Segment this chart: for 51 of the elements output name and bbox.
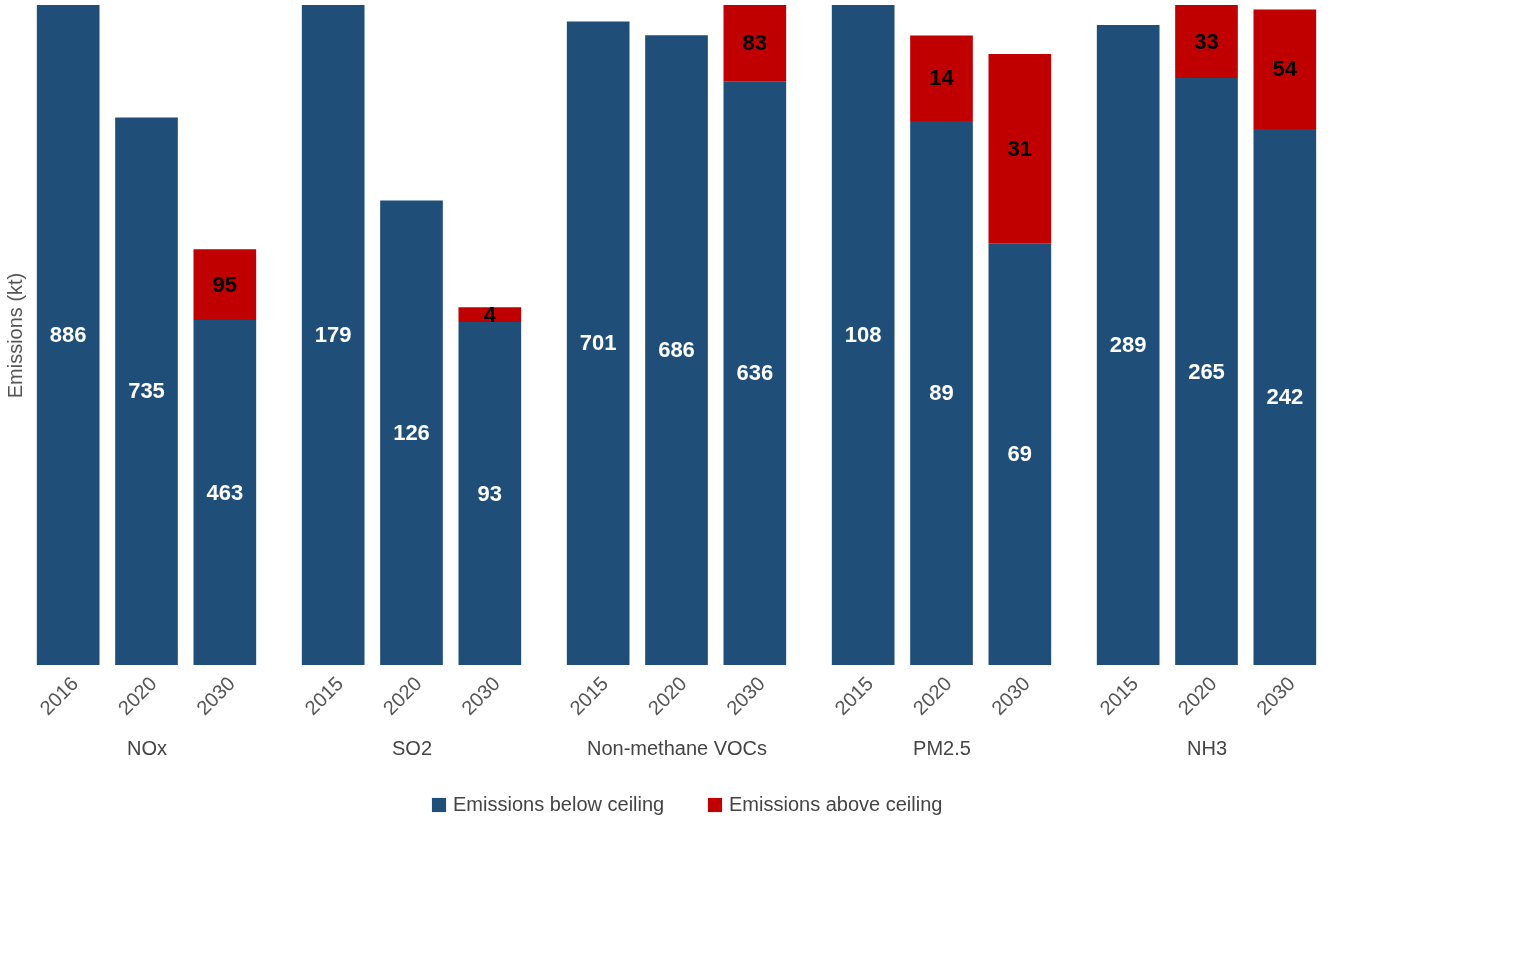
data-label: 242 bbox=[1266, 384, 1304, 410]
x-axis-title: PM2.5 bbox=[913, 737, 971, 760]
bar bbox=[458, 322, 522, 665]
data-label: 83 bbox=[742, 30, 768, 56]
bar bbox=[1096, 24, 1160, 665]
data-label: 33 bbox=[1194, 28, 1219, 54]
legend-label: Emissions below ceiling bbox=[453, 793, 665, 815]
data-label: 701 bbox=[579, 330, 617, 356]
data-label: 69 bbox=[1007, 441, 1033, 467]
bar bbox=[910, 121, 973, 665]
data-label: 14 bbox=[929, 65, 955, 91]
data-label: 95 bbox=[212, 271, 238, 297]
data-label: 4 bbox=[483, 301, 497, 327]
bar bbox=[988, 53, 1052, 244]
bar bbox=[988, 243, 1052, 665]
bar bbox=[831, 5, 895, 665]
x-axis-title: Non-methane VOCs bbox=[586, 737, 768, 760]
data-label: 265 bbox=[1188, 358, 1225, 384]
x-axis-title: NOx bbox=[127, 737, 167, 760]
data-label: 179 bbox=[314, 322, 352, 347]
data-label: 31 bbox=[1007, 135, 1033, 161]
bar bbox=[566, 21, 630, 665]
bar bbox=[193, 320, 257, 665]
bar bbox=[1253, 129, 1317, 665]
data-label: 108 bbox=[844, 322, 882, 347]
data-label: 93 bbox=[477, 480, 503, 506]
data-label: 289 bbox=[1109, 331, 1147, 357]
bar bbox=[723, 81, 787, 665]
bar bbox=[1253, 9, 1317, 130]
bar bbox=[115, 117, 178, 665]
bar bbox=[301, 5, 365, 665]
bar bbox=[1175, 5, 1238, 79]
data-label: 686 bbox=[658, 337, 695, 363]
y-axis-title: Emissions (kt) bbox=[3, 272, 26, 399]
legend-label: Emissions above ceiling bbox=[729, 793, 943, 815]
data-label: 463 bbox=[206, 479, 244, 505]
data-label: 735 bbox=[128, 378, 165, 404]
x-axis-title: SO2 bbox=[391, 737, 433, 760]
data-label: 54 bbox=[1272, 56, 1298, 82]
x-axis-title: NH3 bbox=[1186, 737, 1228, 760]
bar bbox=[36, 5, 100, 665]
bar bbox=[910, 35, 973, 122]
data-label: 126 bbox=[393, 419, 430, 445]
bar bbox=[645, 35, 708, 665]
data-label: 636 bbox=[736, 360, 774, 386]
bar bbox=[193, 249, 257, 321]
bar bbox=[380, 200, 443, 665]
bar bbox=[1175, 78, 1238, 665]
data-label: 89 bbox=[929, 380, 954, 406]
data-label: 886 bbox=[49, 322, 87, 347]
bar bbox=[723, 5, 787, 82]
